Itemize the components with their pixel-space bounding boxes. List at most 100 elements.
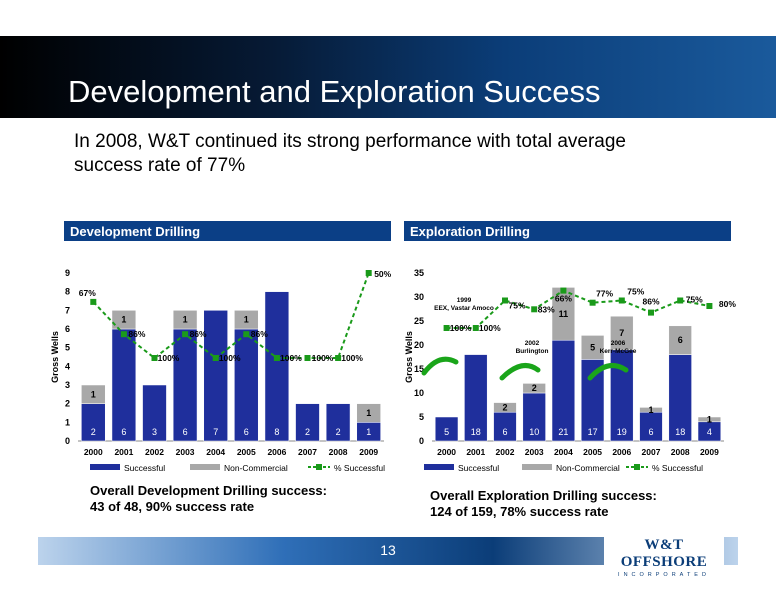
pct-successful-point bbox=[335, 355, 342, 361]
bar-non-commercial bbox=[551, 287, 576, 341]
development-summary-line2: 43 of 48, 90% success rate bbox=[90, 499, 255, 514]
pct-successful-label: 86% bbox=[190, 329, 207, 339]
x-tick-label: 2006 bbox=[267, 447, 286, 457]
bar-non-commercial bbox=[522, 383, 546, 394]
pct-successful-label: 83% bbox=[538, 304, 555, 314]
pct-successful-label: 50% bbox=[374, 269, 391, 279]
pct-successful-point bbox=[502, 297, 508, 304]
pct-successful-point bbox=[618, 297, 625, 304]
y-tick-label: 9 bbox=[65, 268, 70, 278]
x-tick-label: 2005 bbox=[583, 447, 602, 457]
x-tick-label: 2008 bbox=[671, 447, 690, 457]
legend-label-successful: Successful bbox=[458, 463, 499, 473]
exploration-summary: Overall Exploration Drilling success: 12… bbox=[430, 488, 657, 520]
bar-non-commercial-label: 2 bbox=[532, 383, 537, 393]
pct-successful-point bbox=[212, 355, 219, 361]
pct-successful-point bbox=[120, 331, 127, 338]
y-tick-label: 30 bbox=[414, 292, 424, 302]
exploration-drilling-chart: Gross Wells05101520253035520001820016220… bbox=[404, 268, 736, 473]
page-number: 13 bbox=[380, 542, 396, 558]
bar-successful-label: 6 bbox=[502, 427, 507, 437]
pct-successful-point bbox=[151, 355, 158, 361]
y-tick-label: 5 bbox=[65, 343, 70, 353]
pct-successful-point bbox=[677, 297, 684, 304]
acquisition-arrow bbox=[421, 356, 459, 376]
bar-successful-label: 2 bbox=[305, 427, 310, 437]
y-tick-label: 5 bbox=[419, 412, 424, 422]
pct-successful-point bbox=[243, 331, 250, 338]
development-header: Development Drilling bbox=[64, 221, 391, 241]
y-axis-label: Gross Wells bbox=[50, 331, 60, 383]
development-summary-line1: Overall Development Drilling success: bbox=[90, 483, 327, 498]
pct-successful-label: 86% bbox=[128, 329, 145, 339]
bar-successful bbox=[142, 384, 167, 442]
y-tick-label: 2 bbox=[65, 399, 70, 409]
x-tick-label: 2002 bbox=[145, 447, 164, 457]
acquisition-annotation: 2006 bbox=[611, 340, 626, 347]
pct-successful-label: 100% bbox=[280, 353, 302, 363]
bar-successful bbox=[264, 291, 290, 442]
acquisition-arrow bbox=[587, 363, 629, 381]
legend-label-pct: % Successful bbox=[334, 463, 385, 473]
acquisition-annotation: 2002 bbox=[525, 340, 540, 347]
bar-non-commercial bbox=[111, 310, 137, 330]
x-tick-label: 2008 bbox=[329, 447, 348, 457]
pct-successful-label: 100% bbox=[219, 353, 241, 363]
logo-tagline: INCORPORATED bbox=[618, 572, 710, 578]
bar-successful-label: 6 bbox=[244, 427, 249, 437]
legend-label-non-commercial: Non-Commercial bbox=[224, 463, 288, 473]
page-title: Development and Exploration Success bbox=[68, 74, 601, 109]
y-tick-label: 0 bbox=[65, 436, 70, 446]
bar-successful-label: 6 bbox=[121, 427, 126, 437]
bar-successful bbox=[434, 416, 459, 442]
bar-successful-label: 2 bbox=[91, 427, 96, 437]
bar-non-commercial bbox=[610, 315, 634, 351]
x-tick-label: 2007 bbox=[298, 447, 317, 457]
development-drilling-chart: Gross Wells 0 1 2 3 4 5 6 7 8 9 2 1 2000 6 1 2001 3 2002 6 1… bbox=[50, 268, 392, 473]
pct-successful-line bbox=[92, 272, 370, 360]
bar-successful-label: 18 bbox=[471, 427, 481, 437]
bar-successful-label: 21 bbox=[558, 427, 568, 437]
bar-non-commercial bbox=[697, 416, 722, 423]
pct-successful-point bbox=[648, 309, 654, 316]
pct-successful-point bbox=[531, 306, 538, 313]
x-tick-label: 2000 bbox=[437, 447, 456, 457]
legend-label-non-commercial: Non-Commercial bbox=[556, 463, 620, 473]
acquisition-annotation: Burlington bbox=[516, 348, 549, 355]
pct-successful-label: 75% bbox=[686, 295, 703, 305]
bar-non-commercial-label: 6 bbox=[678, 335, 683, 345]
pct-successful-label: 100% bbox=[479, 323, 501, 333]
y-axis-label: Gross Wells bbox=[404, 331, 414, 383]
exploration-header: Exploration Drilling bbox=[404, 221, 731, 241]
x-tick-label: 2000 bbox=[84, 447, 103, 457]
pct-successful-label: 100% bbox=[450, 323, 472, 333]
bar-successful-label: 10 bbox=[529, 427, 539, 437]
pct-successful-point bbox=[706, 303, 713, 309]
y-tick-label: 8 bbox=[65, 287, 70, 297]
bar-successful-label: 8 bbox=[274, 427, 279, 437]
pct-successful-label: 77% bbox=[596, 289, 613, 299]
acquisition-annotation: 1999 bbox=[457, 297, 472, 304]
bar-successful bbox=[234, 328, 259, 442]
legend-swatch-successful bbox=[90, 464, 120, 470]
pct-successful-label: 100% bbox=[341, 353, 363, 363]
legend-swatch-pct-marker bbox=[316, 464, 322, 470]
y-tick-label: 25 bbox=[414, 316, 424, 326]
bar-non-commercial-label: 1 bbox=[183, 315, 188, 325]
y-tick-label: 6 bbox=[65, 324, 70, 334]
bar-successful-label: 18 bbox=[675, 427, 685, 437]
bar-successful-label: 5 bbox=[444, 427, 449, 437]
y-tick-label: 7 bbox=[65, 305, 70, 315]
pct-successful-label: 86% bbox=[642, 297, 659, 307]
pct-successful-label: 75% bbox=[508, 301, 525, 311]
x-tick-label: 2001 bbox=[114, 447, 133, 457]
bar-successful bbox=[111, 328, 137, 442]
bar-successful bbox=[464, 354, 488, 442]
acquisition-arrow bbox=[499, 363, 541, 381]
bar-successful bbox=[325, 403, 351, 442]
x-tick-label: 2003 bbox=[176, 447, 195, 457]
y-tick-label: 10 bbox=[414, 388, 424, 398]
x-tick-label: 2005 bbox=[237, 447, 256, 457]
bar-successful-label: 3 bbox=[152, 427, 157, 437]
bar-non-commercial-label: 1 bbox=[121, 315, 126, 325]
